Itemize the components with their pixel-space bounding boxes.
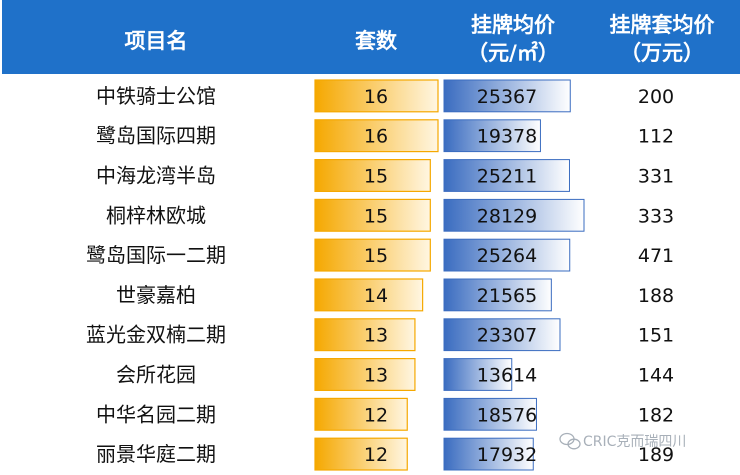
count-value: 15 <box>364 205 388 227</box>
count-value: 13 <box>364 365 388 387</box>
table-row: 中铁骑士公馆 16 25367 200 <box>96 79 674 113</box>
row-name: 桐梓林欧城 <box>106 203 206 227</box>
count-bar <box>314 397 408 431</box>
price-value: 25264 <box>477 245 537 267</box>
count-value: 12 <box>364 444 388 466</box>
price-bar <box>443 159 570 192</box>
header-price-line1: 挂牌均价 <box>471 13 556 37</box>
row-name: 蓝光金双楠二期 <box>86 323 226 347</box>
total-value: 333 <box>638 205 674 227</box>
total-value: 112 <box>638 126 674 148</box>
row-name: 中铁骑士公馆 <box>96 84 216 108</box>
row-name: 丽景华庭二期 <box>96 442 216 466</box>
total-value: 200 <box>638 86 674 108</box>
wechat-icon <box>559 432 581 450</box>
price-bar <box>443 119 541 153</box>
table-row: 中海龙湾半岛 15 25211 331 <box>96 159 674 193</box>
row-name: 鹭岛国际一二期 <box>86 243 226 267</box>
total-value: 188 <box>638 285 674 307</box>
header-background <box>2 0 740 74</box>
count-bar <box>314 318 416 352</box>
table-row: 桐梓林欧城 15 28129 333 <box>106 198 674 232</box>
header-price-line2: （元/㎡） <box>467 41 559 65</box>
price-value: 17932 <box>477 444 537 466</box>
row-name: 会所花园 <box>116 363 196 387</box>
price-value: 13614 <box>477 365 537 387</box>
watermark: CRIC克而瑞四川 <box>559 432 686 450</box>
total-value: 151 <box>638 325 674 347</box>
table-row: 鹭岛国际一二期 15 25264 471 <box>86 238 674 272</box>
row-name: 鹭岛国际四期 <box>96 124 216 148</box>
row-name: 中华名园二期 <box>96 402 216 426</box>
row-name: 世豪嘉柏 <box>116 283 196 307</box>
count-value: 16 <box>364 86 388 108</box>
count-bar <box>314 238 431 272</box>
table-row: 世豪嘉柏 14 21565 188 <box>116 278 674 312</box>
count-bar <box>314 198 431 232</box>
total-value: 144 <box>638 365 674 387</box>
count-value: 16 <box>364 126 388 148</box>
price-value: 25211 <box>477 166 537 188</box>
table-row: 丽景华庭二期 12 17932 189 <box>96 437 674 471</box>
watermark-text: CRIC克而瑞四川 <box>583 434 686 450</box>
count-value: 15 <box>364 245 388 267</box>
count-bar <box>314 119 439 153</box>
price-bar <box>443 358 513 391</box>
price-value: 19378 <box>477 126 537 148</box>
price-bar <box>443 397 537 431</box>
table-row: 蓝光金双楠二期 13 23307 151 <box>86 318 674 352</box>
price-value: 18576 <box>477 404 537 426</box>
table-row: 中华名园二期 12 18576 182 <box>96 397 674 431</box>
price-value: 28129 <box>477 205 537 227</box>
count-bar <box>314 437 408 471</box>
total-value: 189 <box>638 444 674 466</box>
price-bar <box>443 238 571 272</box>
price-bar <box>443 437 534 471</box>
count-value: 13 <box>364 325 388 347</box>
total-value: 182 <box>638 404 674 426</box>
count-bar <box>314 79 439 113</box>
count-value: 15 <box>364 166 388 188</box>
total-value: 471 <box>638 245 674 267</box>
price-value: 25367 <box>477 86 537 108</box>
price-value: 23307 <box>477 325 537 347</box>
table-row: 鹭岛国际四期 16 19378 112 <box>96 119 674 153</box>
price-bar <box>443 198 585 232</box>
header-total-line2: （万元） <box>620 41 704 65</box>
header-total-line1: 挂牌套均价 <box>610 13 716 37</box>
header-count: 套数 <box>355 29 398 53</box>
price-bar <box>443 278 552 312</box>
count-value: 12 <box>364 404 388 426</box>
count-bar <box>314 278 424 312</box>
row-name: 中海龙湾半岛 <box>96 164 216 188</box>
count-bar <box>314 358 416 392</box>
price-bar <box>443 318 561 352</box>
table-row: 会所花园 13 13614 144 <box>116 358 674 392</box>
count-value: 14 <box>364 285 388 307</box>
count-bar <box>314 159 431 193</box>
price-value: 21565 <box>477 285 537 307</box>
total-value: 331 <box>638 166 674 188</box>
header-name: 项目名 <box>125 29 188 53</box>
price-bar <box>443 79 571 113</box>
table-body: 中铁骑士公馆 16 25367 200 鹭岛国际四期 16 19378 112 中海龙湾半岛 15… <box>86 79 674 471</box>
